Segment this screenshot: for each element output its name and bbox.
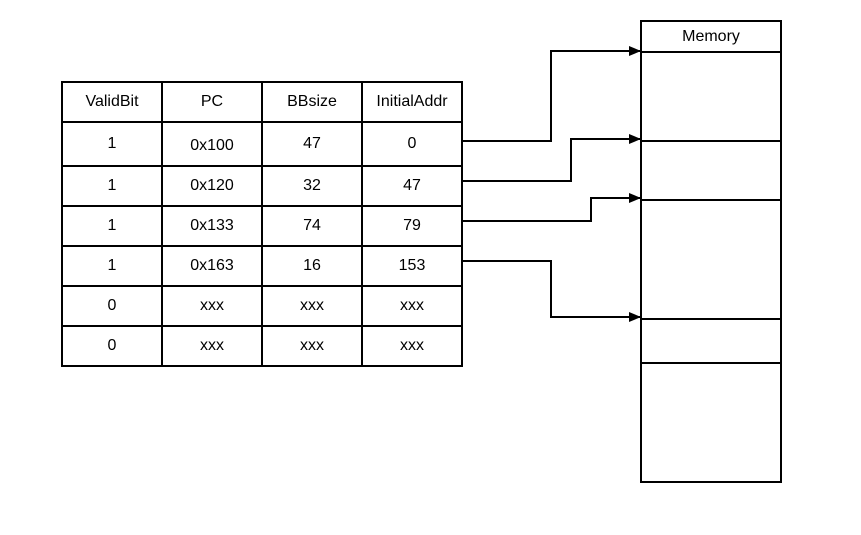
- cell-bbsize: 47: [261, 121, 363, 167]
- cell-initialaddr: 153: [361, 245, 463, 287]
- table-row: 0 xxx xxx xxx: [61, 285, 463, 327]
- cell-pc: xxx: [161, 325, 263, 367]
- memory-divider: [642, 362, 780, 364]
- table-row: 0 xxx xxx xxx: [61, 325, 463, 367]
- table-row: 1 0x120 32 47: [61, 165, 463, 207]
- cell-bbsize: 32: [261, 165, 363, 207]
- cell-validbit: 1: [61, 165, 163, 207]
- header-validbit: ValidBit: [61, 81, 163, 123]
- cell-pc: 0x120: [161, 165, 263, 207]
- memory-title: Memory: [682, 28, 740, 45]
- cell-validbit: 0: [61, 325, 163, 367]
- cell-initialaddr: 79: [361, 205, 463, 247]
- table-header-row: ValidBit PC BBsize InitialAddr: [61, 81, 463, 123]
- cell-initialaddr: 47: [361, 165, 463, 207]
- cell-bbsize: xxx: [261, 325, 363, 367]
- cell-initialaddr: xxx: [361, 285, 463, 327]
- memory-divider: [642, 199, 780, 201]
- cell-bbsize: xxx: [261, 285, 363, 327]
- table-row: 1 0x133 74 79: [61, 205, 463, 247]
- table-row: 1 0x100 47 0: [61, 121, 463, 167]
- memory-divider: [642, 318, 780, 320]
- cell-initialaddr: 0: [361, 121, 463, 167]
- cell-validbit: 1: [61, 121, 163, 167]
- cell-pc: xxx: [161, 285, 263, 327]
- header-pc: PC: [161, 81, 263, 123]
- pointer-arrow: [462, 134, 641, 182]
- cell-bbsize: 16: [261, 245, 363, 287]
- table-row: 1 0x163 16 153: [61, 245, 463, 287]
- memory-block: Memory: [640, 20, 782, 483]
- cell-bbsize: 74: [261, 205, 363, 247]
- memory-divider: [642, 51, 780, 53]
- cell-validbit: 0: [61, 285, 163, 327]
- cell-initialaddr: xxx: [361, 325, 463, 367]
- cell-pc: 0x100: [161, 121, 263, 167]
- pointer-arrow: [462, 260, 641, 322]
- pointer-arrow: [462, 193, 641, 222]
- pointer-arrow: [462, 46, 641, 142]
- memory-divider: [642, 140, 780, 142]
- cell-validbit: 1: [61, 245, 163, 287]
- cell-pc: 0x133: [161, 205, 263, 247]
- cell-pc: 0x163: [161, 245, 263, 287]
- basic-block-table: ValidBit PC BBsize InitialAddr 1 0x100 4…: [61, 81, 463, 367]
- header-initialaddr: InitialAddr: [361, 81, 463, 123]
- cell-validbit: 1: [61, 205, 163, 247]
- header-bbsize: BBsize: [261, 81, 363, 123]
